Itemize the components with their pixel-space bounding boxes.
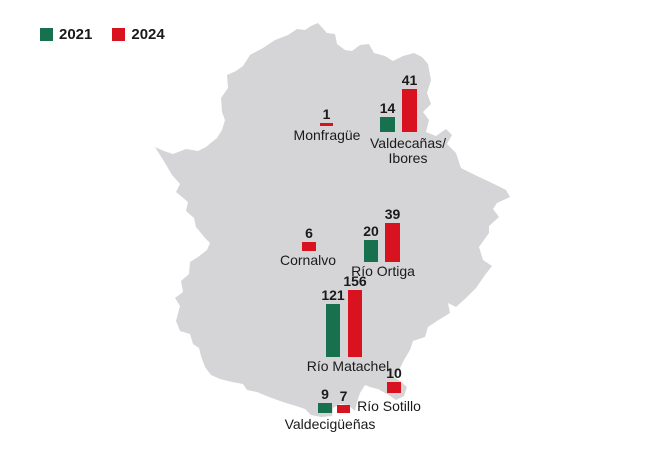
bar-monfrague-2024: [320, 123, 333, 126]
bar-rio-matachel-2024: [348, 290, 362, 357]
legend-label-2021: 2021: [59, 26, 93, 43]
legend-item-2024: 2024: [112, 26, 165, 43]
bar-valdeciguenas-2024: [337, 405, 350, 413]
label-rio-matachel: Río Matachel: [306, 358, 390, 374]
label-monfrague: Monfragüe: [293, 127, 361, 143]
value-valdecanas-ibores-2021: 14: [379, 100, 396, 116]
bar-rio-ortiga-2021: [364, 240, 378, 262]
value-rio-matachel-2024: 156: [343, 273, 367, 289]
value-rio-ortiga-2021: 20: [363, 223, 379, 239]
legend-item-2021: 2021: [40, 26, 92, 43]
bar-rio-ortiga-2024: [385, 223, 400, 262]
extremadura-map-shape: [155, 23, 510, 417]
value-rio-matachel-2021: 121: [321, 287, 345, 303]
bar-rio-sotillo-2024: [387, 382, 401, 393]
bar-rio-matachel-2021: [326, 304, 340, 357]
value-valdecanas-ibores-2024: 41: [401, 72, 418, 88]
label-rio-ortiga: Río Ortiga: [351, 263, 415, 279]
value-valdeciguenas-2024: 7: [339, 388, 348, 404]
bar-valdecanas-ibores-2021: [380, 117, 395, 132]
label-valdecanas-ibores: Valdecañas/ Ibores: [369, 135, 447, 167]
value-valdeciguenas-2021: 9: [321, 386, 329, 402]
legend-swatch-2024-icon: [112, 28, 126, 41]
value-rio-ortiga-2024: 39: [384, 206, 401, 222]
label-valdeciguenas: Valdecigüeñas: [284, 416, 376, 432]
value-monfrague-2024: 1: [322, 106, 331, 122]
label-cornalvo: Cornalvo: [279, 252, 337, 268]
bar-valdecanas-ibores-2024: [402, 89, 417, 132]
bar-cornalvo-2024: [302, 242, 316, 251]
legend-label-2024: 2024: [131, 26, 165, 43]
bar-valdeciguenas-2021: [318, 403, 332, 413]
legend-swatch-2021-icon: [40, 28, 53, 41]
value-rio-sotillo-2024: 10: [386, 365, 402, 381]
label-rio-sotillo: Río Sotillo: [357, 398, 421, 414]
value-cornalvo-2024: 6: [305, 225, 313, 241]
legend: 2021 2024: [40, 26, 165, 43]
